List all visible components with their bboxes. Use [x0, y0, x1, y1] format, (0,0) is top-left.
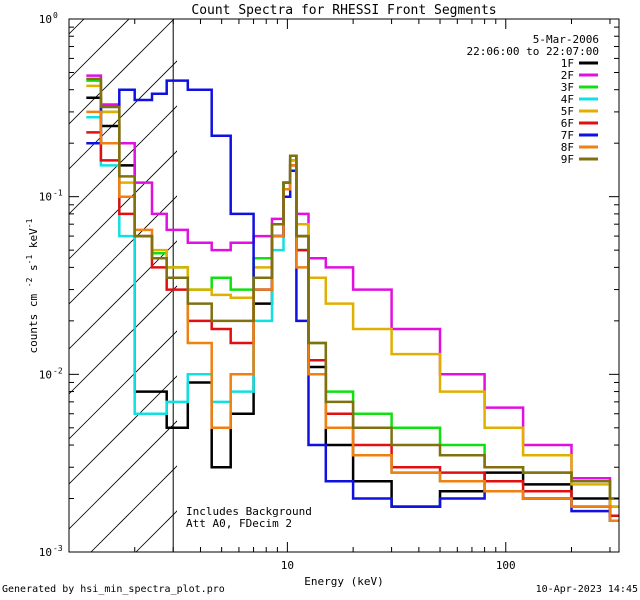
- legend-label-1F: 1F: [561, 57, 574, 70]
- legend-label-7F: 7F: [561, 129, 574, 142]
- y-axis-label-exponent: -1: [25, 218, 34, 228]
- x-axis-label: Energy (keV): [304, 575, 383, 588]
- plot-frame: [68, 18, 620, 553]
- hatch-line: [69, 195, 177, 305]
- annotation-line-2: Att A0, FDecim 2: [186, 517, 292, 530]
- chart-title: Count Spectra for RHESSI Front Segments: [191, 3, 496, 18]
- x-tick-label: 100: [496, 559, 516, 572]
- y-tick-label-exponent: -2: [53, 366, 63, 375]
- y-tick-label-exponent: -3: [53, 544, 63, 553]
- hatch-line: [90, 465, 177, 552]
- x-tick-label: 10: [281, 559, 294, 572]
- y-tick-label: 10: [39, 13, 52, 26]
- y-axis-label-unit: s: [27, 264, 40, 277]
- legend-label-3F: 3F: [561, 81, 574, 94]
- hatch-line: [135, 510, 177, 552]
- legend-label-4F: 4F: [561, 93, 574, 106]
- hatch-line: [69, 150, 177, 260]
- y-tick-label: 10: [39, 546, 52, 559]
- y-tick-label-exponent: 0: [53, 11, 58, 20]
- hatch-line: [69, 60, 177, 170]
- y-axis-label-text: counts cm: [27, 293, 40, 353]
- hatch-line: [69, 19, 175, 125]
- y-tick-label: 10: [39, 191, 52, 204]
- legend-label-2F: 2F: [561, 69, 574, 82]
- annotation-line-1: Includes Background: [186, 505, 312, 518]
- timestamp-label: 10-Apr-2023 14:45: [535, 584, 638, 595]
- y-axis-label-exponent: -2: [25, 277, 34, 287]
- date-label: 5-Mar-2006: [533, 33, 599, 46]
- hatch-line: [69, 240, 177, 350]
- hatch-line: [69, 105, 177, 215]
- legend-label-5F: 5F: [561, 105, 574, 118]
- time-range-label: 22:06:00 to 22:07:00: [467, 45, 599, 58]
- y-tick-label-exponent: -1: [53, 189, 63, 198]
- series-line-7F: [86, 79, 619, 522]
- y-axis-label-exponent: -1: [25, 255, 34, 265]
- hatch-line: [69, 375, 177, 485]
- attenuator-hatch-region: [69, 19, 177, 552]
- legend-label-8F: 8F: [561, 141, 574, 154]
- hatch-line: [69, 285, 177, 395]
- y-axis-label-unit: keV: [27, 228, 40, 255]
- y-axis-label: counts cm -2 s-1 keV-1: [25, 218, 40, 353]
- generator-label: Generated by hsi_min_spectra_plot.pro: [2, 584, 225, 595]
- hatch-line: [69, 330, 177, 440]
- legend-label-6F: 6F: [561, 117, 574, 130]
- series-line-9F: [86, 77, 619, 500]
- y-tick-label: 10: [39, 368, 52, 381]
- hatch-line: [69, 420, 177, 530]
- legend-label-9F: 9F: [561, 153, 574, 166]
